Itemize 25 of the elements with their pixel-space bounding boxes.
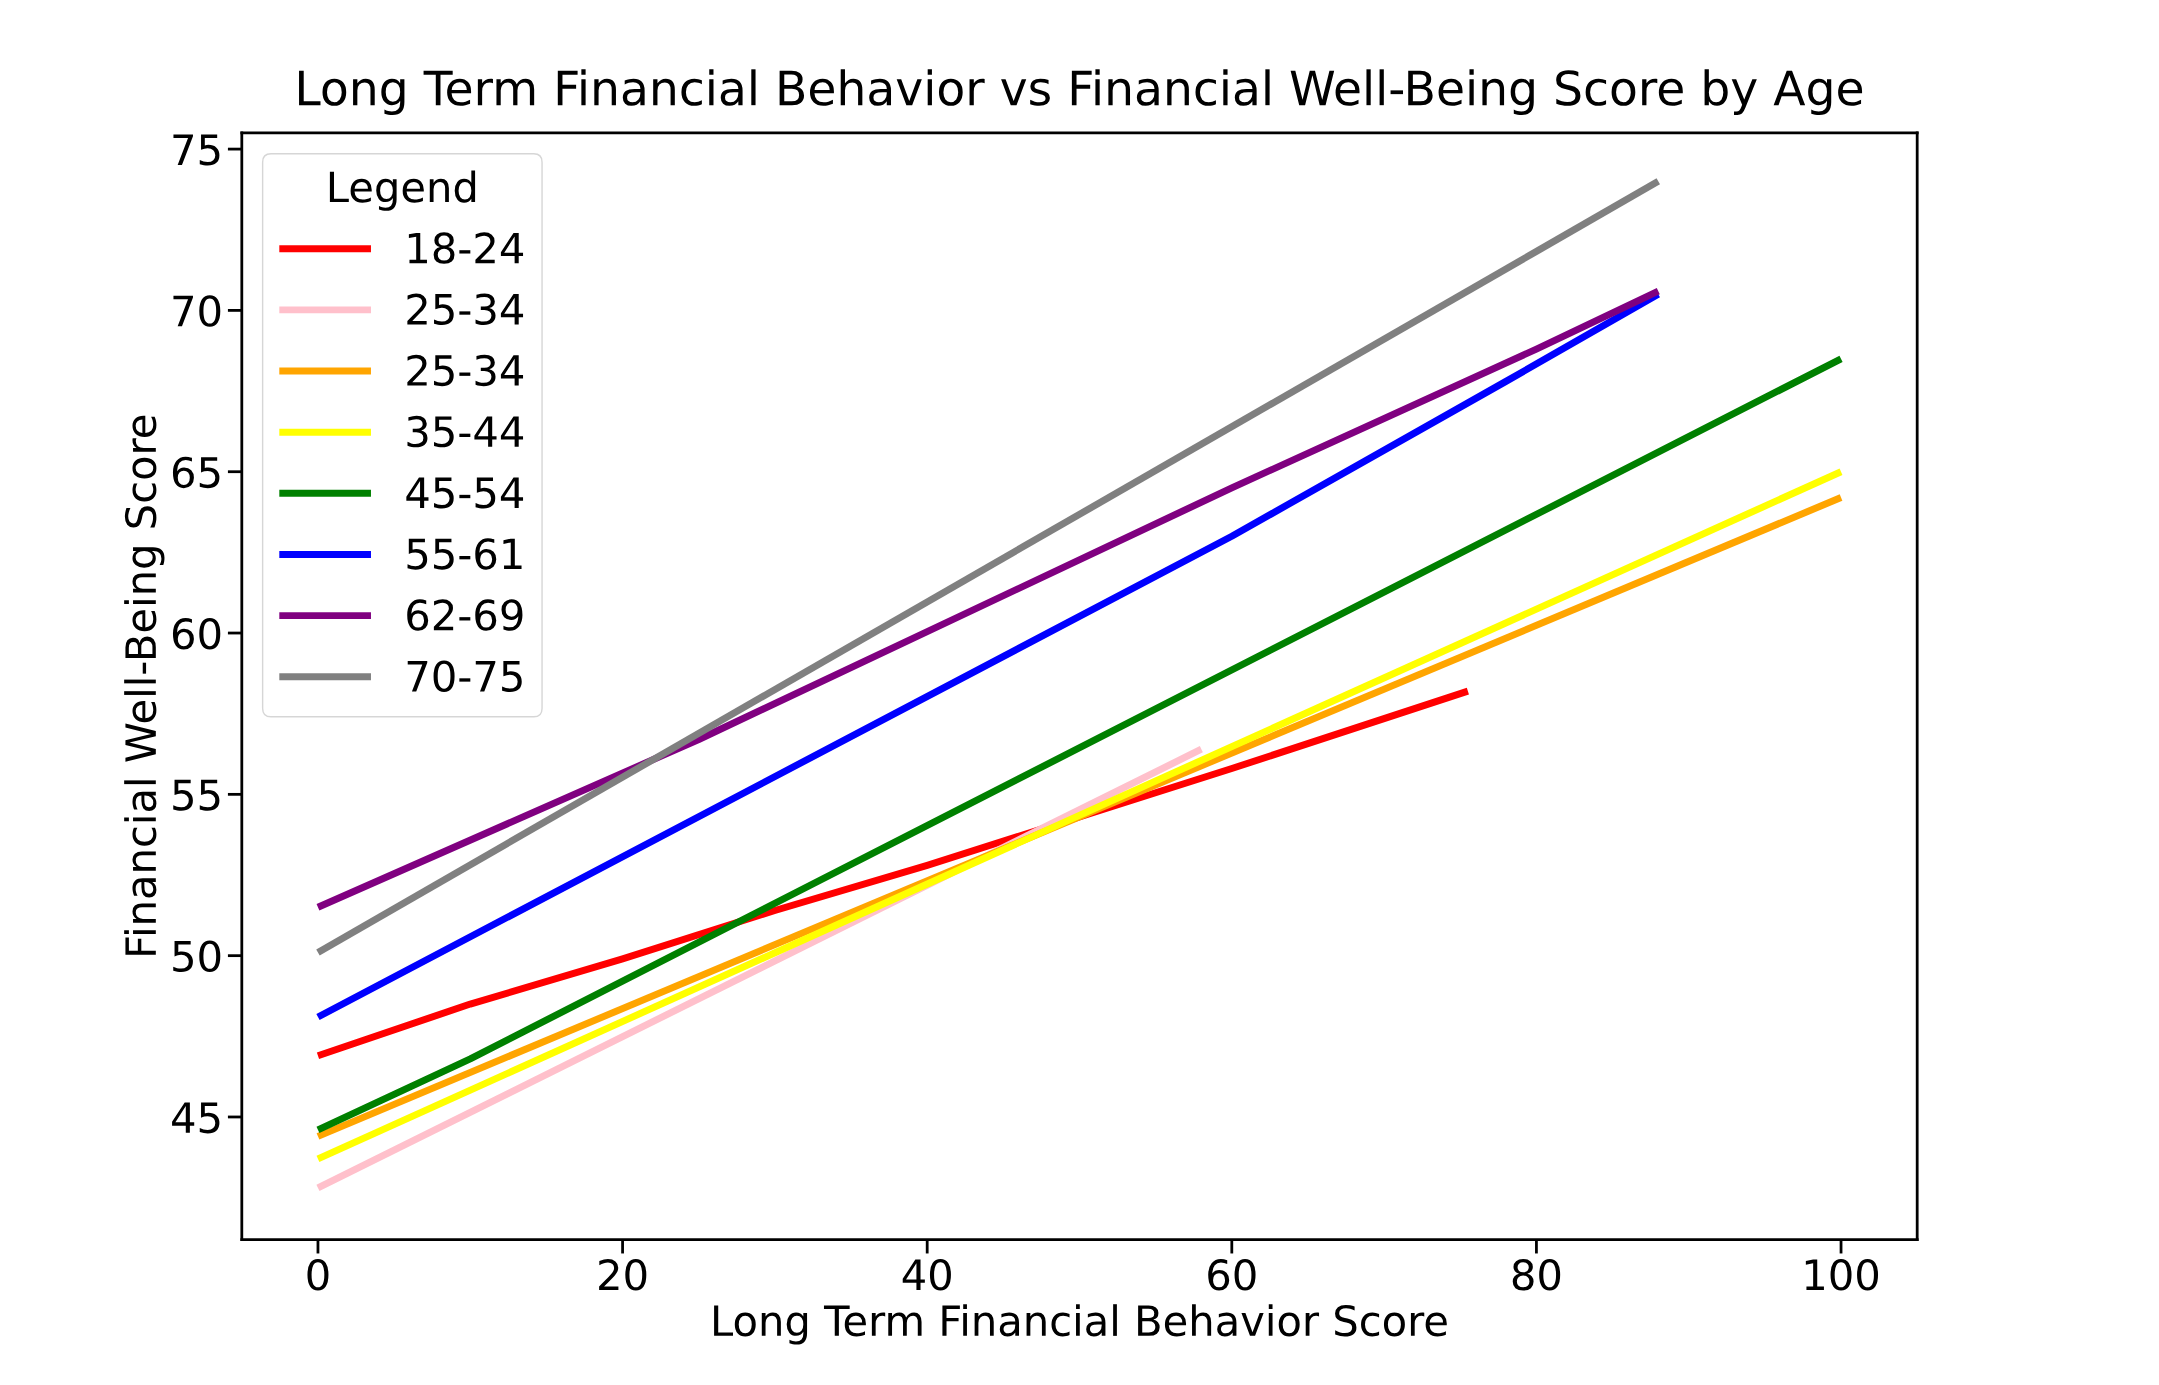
x-tick-label: 100: [1805, 1259, 1879, 1291]
x-tick-label: 0: [307, 1259, 329, 1291]
legend-label: 55-61: [407, 538, 522, 570]
chart-title: Long Term Financial Behavior vs Financial Well-Being Score by Age: [299, 69, 1863, 115]
y-tick-label: 50: [173, 940, 221, 973]
y-tick-label: 45: [172, 1102, 220, 1134]
x-axis-title: Long Term Financial Behavior Score: [714, 1304, 1447, 1345]
x-tick-label: 60: [1208, 1259, 1256, 1291]
legend-title: Legend: [329, 170, 476, 211]
y-tick-label: 55: [173, 779, 220, 811]
x-tick-label: 20: [599, 1259, 647, 1291]
y-tick-label: 60: [172, 617, 221, 650]
y-tick-label: 70: [173, 295, 221, 327]
legend-label: 62-69: [407, 599, 523, 631]
legend-label: 25-34: [407, 354, 524, 387]
y-tick-label: 65: [172, 456, 220, 489]
legend-label: 25-34: [407, 293, 524, 326]
y-tick-label: 75: [173, 134, 220, 166]
legend-label: 35-44: [407, 415, 524, 448]
y-axis-title: Financial Well-Being Score: [124, 415, 165, 955]
x-tick-label: 40: [902, 1259, 951, 1291]
legend-label: 18-24: [408, 232, 524, 264]
legend-label: 70-75: [407, 660, 522, 692]
x-tick-label: 80: [1512, 1259, 1561, 1291]
legend-label: 45-54: [406, 477, 524, 509]
